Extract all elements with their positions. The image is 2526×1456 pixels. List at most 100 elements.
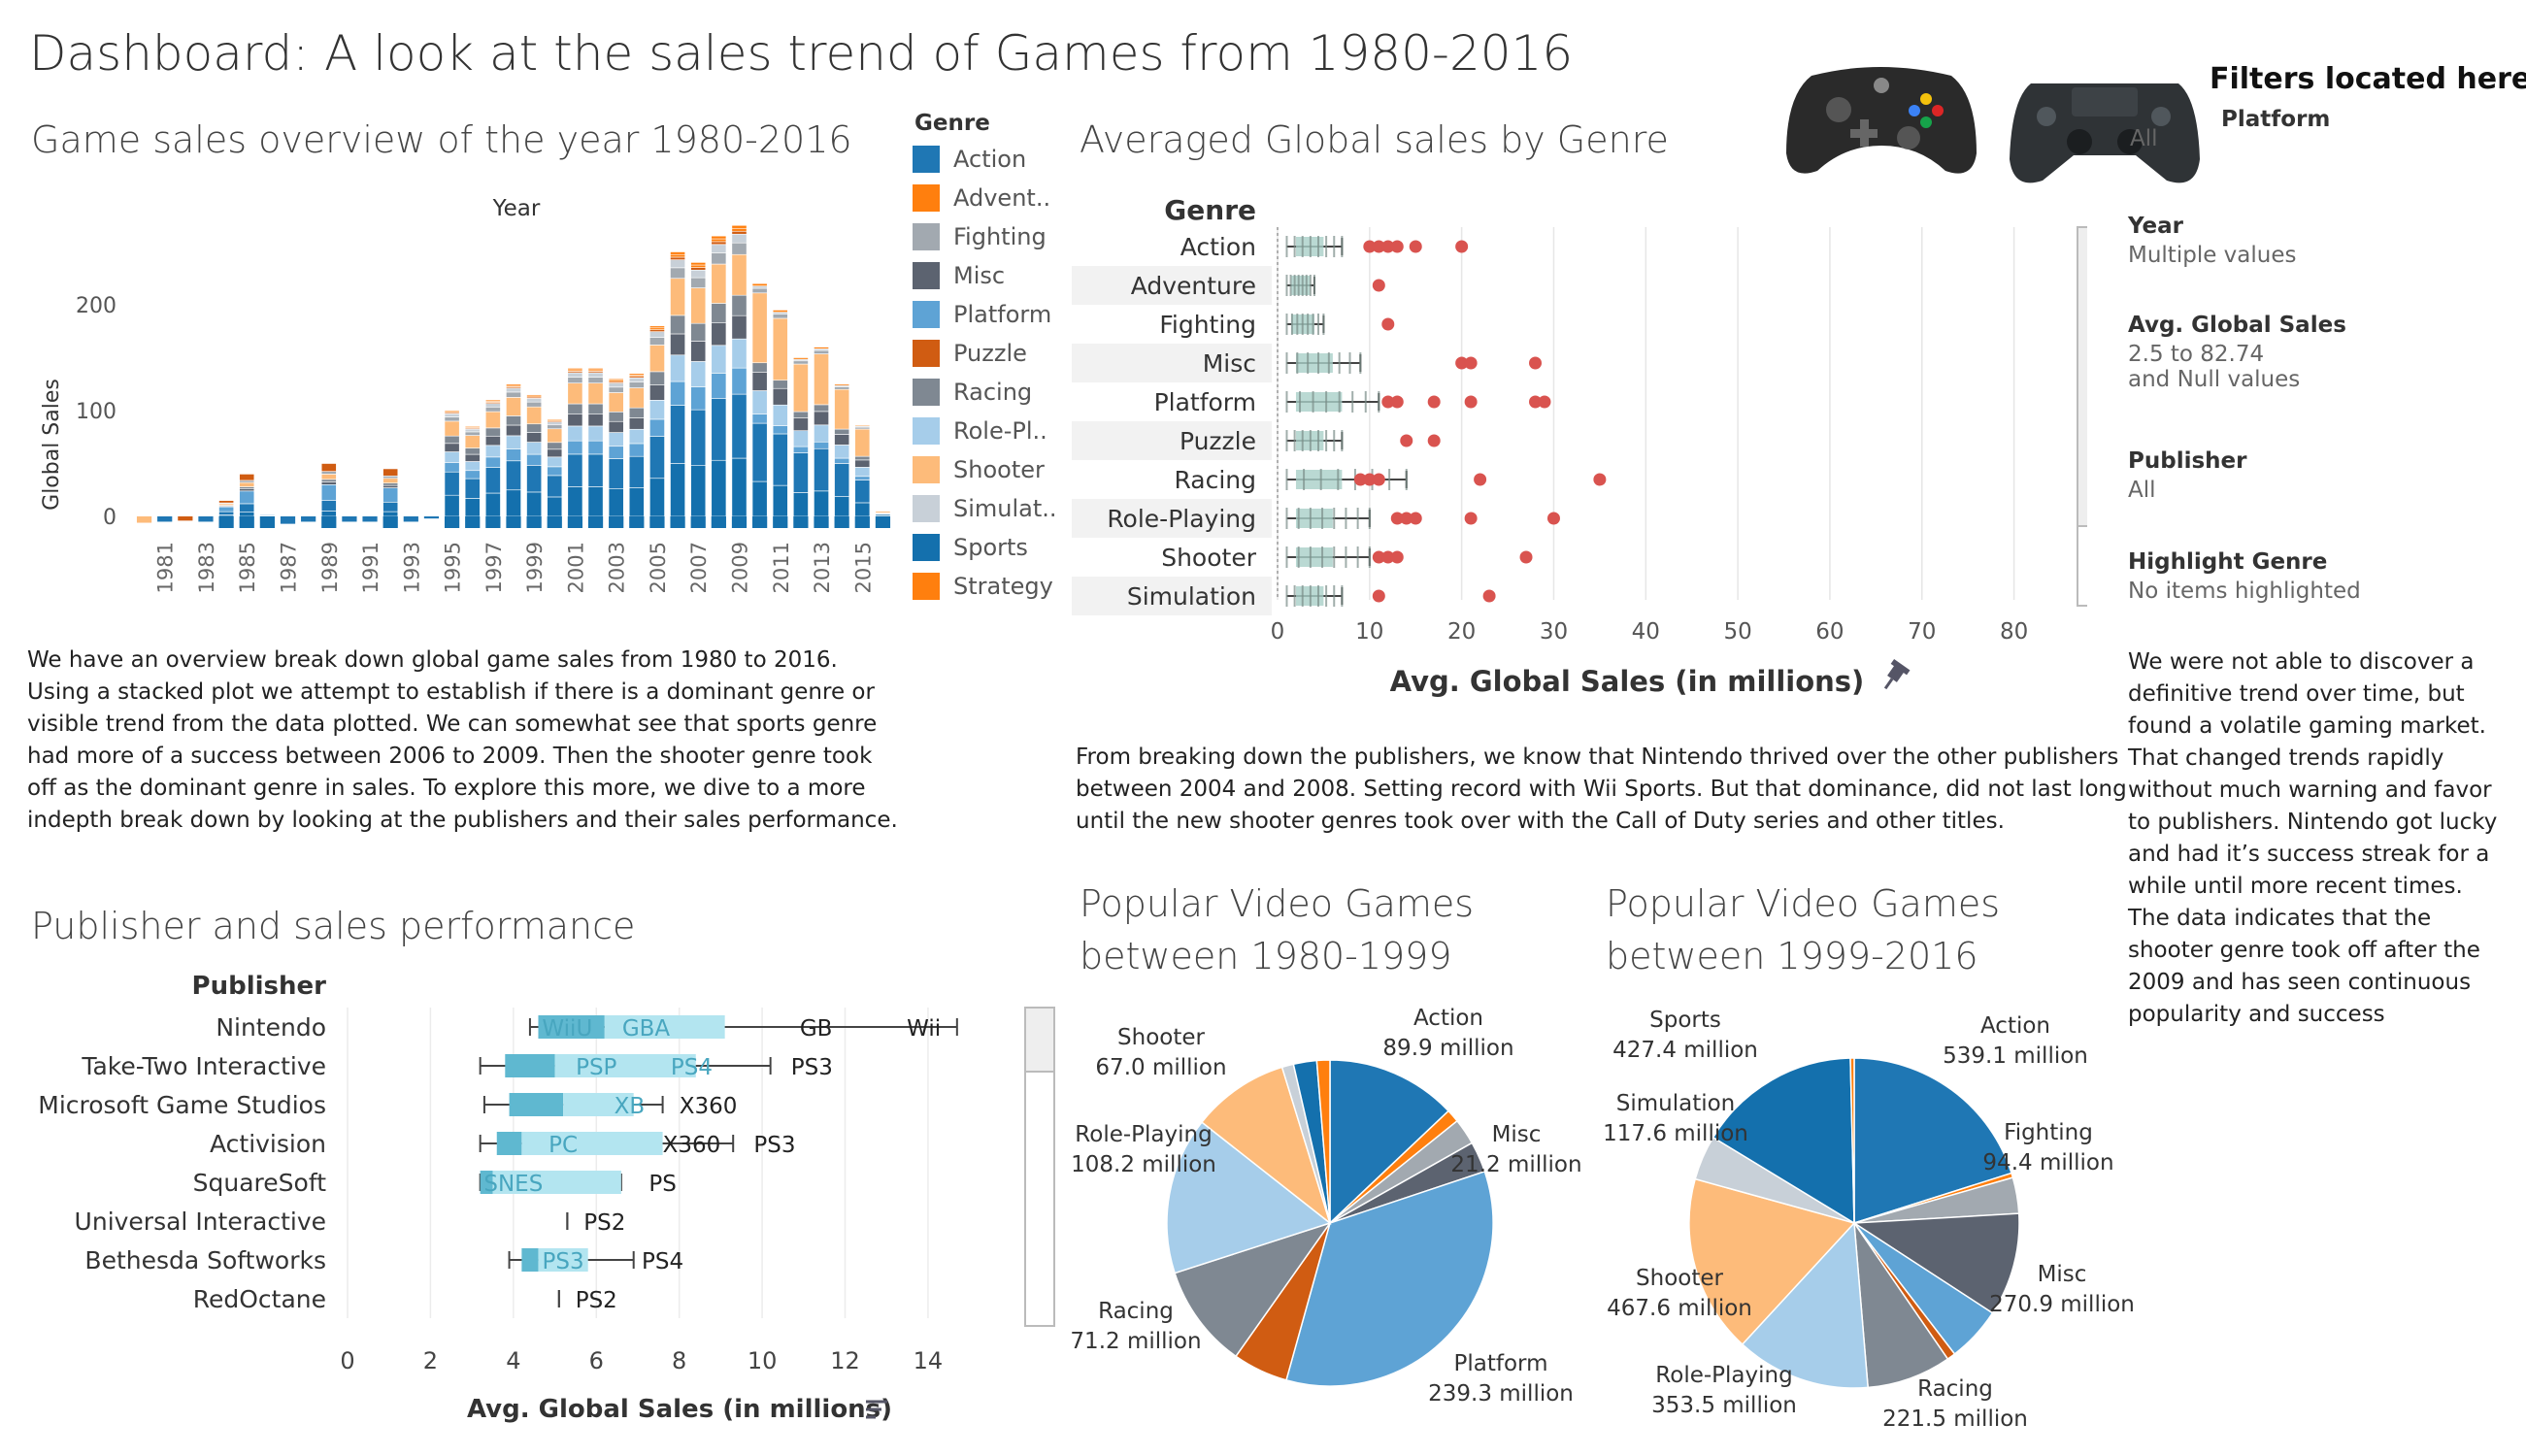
sort-icon[interactable] <box>866 1400 887 1419</box>
stacked-bar-segment <box>320 471 337 475</box>
stacked-bar-segment <box>484 467 501 494</box>
legend-swatch <box>913 301 940 328</box>
filter-year[interactable]: Year Multiple values <box>2128 214 2507 268</box>
stacked-bar-segment <box>239 486 255 489</box>
genre-outlier-point <box>1372 550 1385 564</box>
stacked-bar-segment <box>587 403 604 415</box>
stacked-bar-segment <box>690 386 707 411</box>
stacked-bar-segment <box>649 331 665 338</box>
pie-slice-racing <box>1174 1221 1332 1358</box>
stacked-bar-segment <box>382 478 399 483</box>
pie-label-action: Action 539.1 million <box>1943 1013 2088 1069</box>
genre-row-label: Racing <box>1174 466 1256 494</box>
filter-value: All <box>2128 478 2156 503</box>
pie-label-genre: Role-Playing <box>1075 1122 1212 1147</box>
stacked-xtick-label: 1999 <box>523 542 547 593</box>
stacked-bar-segment <box>773 516 788 528</box>
stacked-bar-segment <box>834 383 850 386</box>
stacked-bar-segment <box>547 496 563 517</box>
stacked-bar-segment <box>834 496 850 517</box>
stacked-bar-segment <box>506 383 521 386</box>
stacked-bar-segment <box>751 287 768 294</box>
genre-row-band <box>1072 499 1272 538</box>
stacked-bar-segment <box>567 403 583 415</box>
stacked-bar-segment <box>772 314 788 319</box>
stacked-bar-segment <box>792 430 809 447</box>
genre-box-header: Genre <box>1164 194 1256 226</box>
publisher-box-lower <box>505 1054 555 1077</box>
stacked-bar-segment <box>834 386 850 390</box>
pie2-title-line2: between 1999-2016 <box>1606 935 1978 977</box>
stacked-bar-segment <box>608 392 624 413</box>
stacked-bar-segment <box>526 516 542 528</box>
legend-item-fighting[interactable]: Fighting <box>913 217 1047 256</box>
filter-label: Year <box>2128 214 2184 239</box>
stacked-bar-segment <box>444 410 460 413</box>
stacked-bar-segment <box>506 397 521 416</box>
legend-item-sports[interactable]: Sports <box>913 528 1028 567</box>
legend-item-simulation[interactable]: Simulat.. <box>913 489 1057 528</box>
genre-outlier-point <box>1390 512 1404 525</box>
genre-scroll-thumb[interactable] <box>2077 226 2087 527</box>
publisher-scroll-thumb[interactable] <box>1024 1007 1055 1073</box>
stacked-bar-segment <box>670 463 685 517</box>
legend-item-action[interactable]: Action <box>913 140 1026 179</box>
filter-publisher[interactable]: Publisher All <box>2128 448 2507 503</box>
stacked-bar-segment <box>567 372 583 378</box>
legend-swatch <box>913 262 940 289</box>
stacked-bar-segment <box>547 516 562 528</box>
genre-row-band <box>1072 344 1272 382</box>
pie-slice-misc <box>1851 1212 2020 1314</box>
playstation-controller-icon <box>2010 83 2200 183</box>
filter-platform[interactable]: Platform All <box>2128 107 2507 151</box>
legend-item-puzzle[interactable]: Puzzle <box>913 334 1027 373</box>
publisher-box-lower <box>521 1248 539 1272</box>
genre-outlier-point <box>1381 550 1395 564</box>
legend-item-role-playing[interactable]: Role-Pl.. <box>913 412 1047 450</box>
stacked-bar-segment <box>731 224 748 229</box>
stacked-bar-segment <box>772 380 788 389</box>
stacked-xtick-label: 1995 <box>442 542 465 593</box>
genre-xtick-label: 20 <box>1447 619 1476 645</box>
stacked-bar-segment <box>834 457 850 464</box>
filter-avg-global-sales[interactable]: Avg. Global Sales 2.5 to 82.74 and Null va… <box>2128 313 2507 392</box>
legend-item-misc[interactable]: Misc <box>913 256 1005 295</box>
pie-label-role-playing: Role-Playing 108.2 million <box>1071 1122 1216 1177</box>
stacked-xtick-label: 2011 <box>770 542 793 593</box>
legend-item-racing[interactable]: Racing <box>913 373 1032 412</box>
stacked-bar-segment <box>382 516 398 528</box>
stacked-bar-segment <box>814 353 829 406</box>
stacked-ylabel: Global Sales <box>40 379 64 511</box>
publisher-platform-label: X360 <box>680 1094 738 1119</box>
pin-icon[interactable] <box>1878 658 1911 694</box>
genre-box-title: Averaged Global sales by Genre <box>1080 118 1669 161</box>
legend-item-shooter[interactable]: Shooter <box>913 450 1045 489</box>
stacked-bar-segment <box>547 448 563 458</box>
stacked-bar-segment <box>731 516 748 528</box>
stacked-bar-segment <box>464 435 481 448</box>
stacked-bar-chart: Year Global Sales 0 100 200 1981 1983 1985 19… <box>40 196 891 593</box>
genre-xtick-label: 10 <box>1355 619 1383 645</box>
publisher-box-upper <box>538 1248 588 1272</box>
pie-slice-shooter <box>1200 1066 1332 1226</box>
legend-label: Simulat.. <box>953 495 1057 522</box>
legend-item-adventure[interactable]: Advent.. <box>913 179 1050 217</box>
stacked-bar-segment <box>382 482 399 486</box>
stacked-bar-segment <box>628 377 645 382</box>
stacked-bar-segment <box>444 516 460 528</box>
stacked-bar-segment <box>608 458 624 489</box>
genre-row-label: Adventure <box>1131 272 1256 300</box>
stacked-bar-segment <box>772 433 788 486</box>
stacked-bar-segment <box>321 516 337 528</box>
legend-item-platform[interactable]: Platform <box>913 295 1051 334</box>
pie-slice-sports <box>1712 1057 1855 1225</box>
pie-slice-strategy <box>1315 1059 1331 1224</box>
publisher-platform-label: PS3 <box>753 1133 795 1158</box>
conclusion-text: We were not able to discover a definitiv… <box>2128 649 2498 1027</box>
stacked-bar-segment <box>751 282 768 286</box>
stacked-bar-segment <box>649 325 665 329</box>
stacked-bar-segment <box>320 511 337 517</box>
filter-highlight-genre[interactable]: Highlight Genre No items highlighted <box>2128 549 2507 604</box>
legend-item-strategy[interactable]: Strategy <box>913 567 1053 606</box>
stacked-bar-segment <box>711 263 727 304</box>
